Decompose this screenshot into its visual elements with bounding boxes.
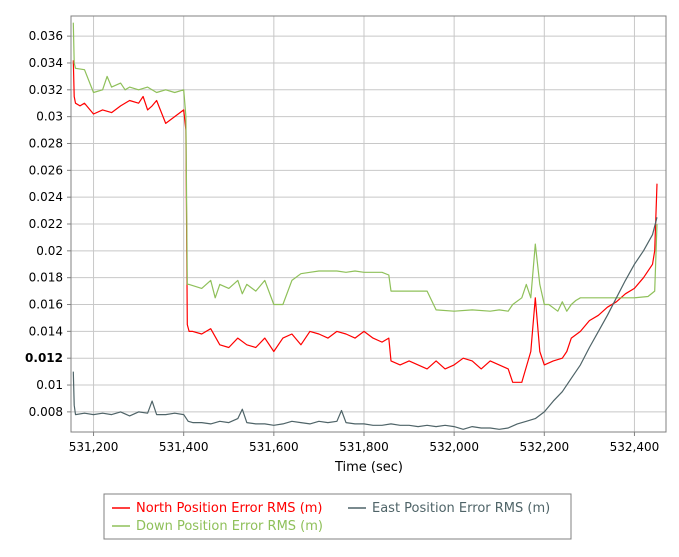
y-tick-label: 0.01 <box>36 378 63 392</box>
x-tick-label: 532,400 <box>610 440 660 454</box>
x-tick-label: 532,000 <box>429 440 479 454</box>
x-tick-label: 531,200 <box>69 440 119 454</box>
grid-lines <box>71 16 666 432</box>
series-line-2 <box>72 22 658 312</box>
x-tick-label: 532,200 <box>519 440 569 454</box>
y-axis-ticks: 0.008 0.01 0.012 0.014 0.016 0.018 0.02 0.022 0.… <box>25 29 71 419</box>
y-tick-label: 0.008 <box>29 405 63 419</box>
series-line-3 <box>72 217 658 430</box>
y-tick-label: 0.022 <box>29 217 63 231</box>
legend-entries: North Position Error RMS (m) Down Positio… <box>112 501 550 534</box>
y-tick-label: 0.024 <box>29 190 63 204</box>
x-tick-label: 531,400 <box>159 440 209 454</box>
legend-box <box>103 493 572 540</box>
y-tick-label: 0.02 <box>36 244 63 258</box>
x-tick-label: 531,800 <box>339 440 389 454</box>
y-tick-label: 0.034 <box>29 56 63 70</box>
y-tick-label: 0.016 <box>29 298 63 312</box>
y-tick-label: 0.018 <box>29 271 63 285</box>
y-tick-label: 0.032 <box>29 83 63 97</box>
y-tick-label: 0.028 <box>29 136 63 150</box>
y-tick-label: 0.03 <box>36 110 63 124</box>
series-lines <box>72 22 658 430</box>
legend-label-1: North Position Error RMS (m) <box>136 501 323 516</box>
y-tick-label: 0.026 <box>29 163 63 177</box>
legend-label-2: Down Position Error RMS (m) <box>136 519 323 534</box>
y-tick-label: 0.036 <box>29 29 63 43</box>
x-axis-ticks: 531,200 531,400 531,600 531,800 532,000 532,2… <box>69 432 660 454</box>
series-line-1 <box>72 60 658 383</box>
y-tick-label: 0.014 <box>29 324 63 338</box>
legend: North Position Error RMS (m) Down Positio… <box>103 493 572 540</box>
y-tick-label: 0.012 <box>25 351 63 365</box>
x-tick-label: 531,600 <box>249 440 299 454</box>
x-axis-title: Time (sec) <box>334 460 403 475</box>
legend-label-3: East Position Error RMS (m) <box>372 501 550 516</box>
